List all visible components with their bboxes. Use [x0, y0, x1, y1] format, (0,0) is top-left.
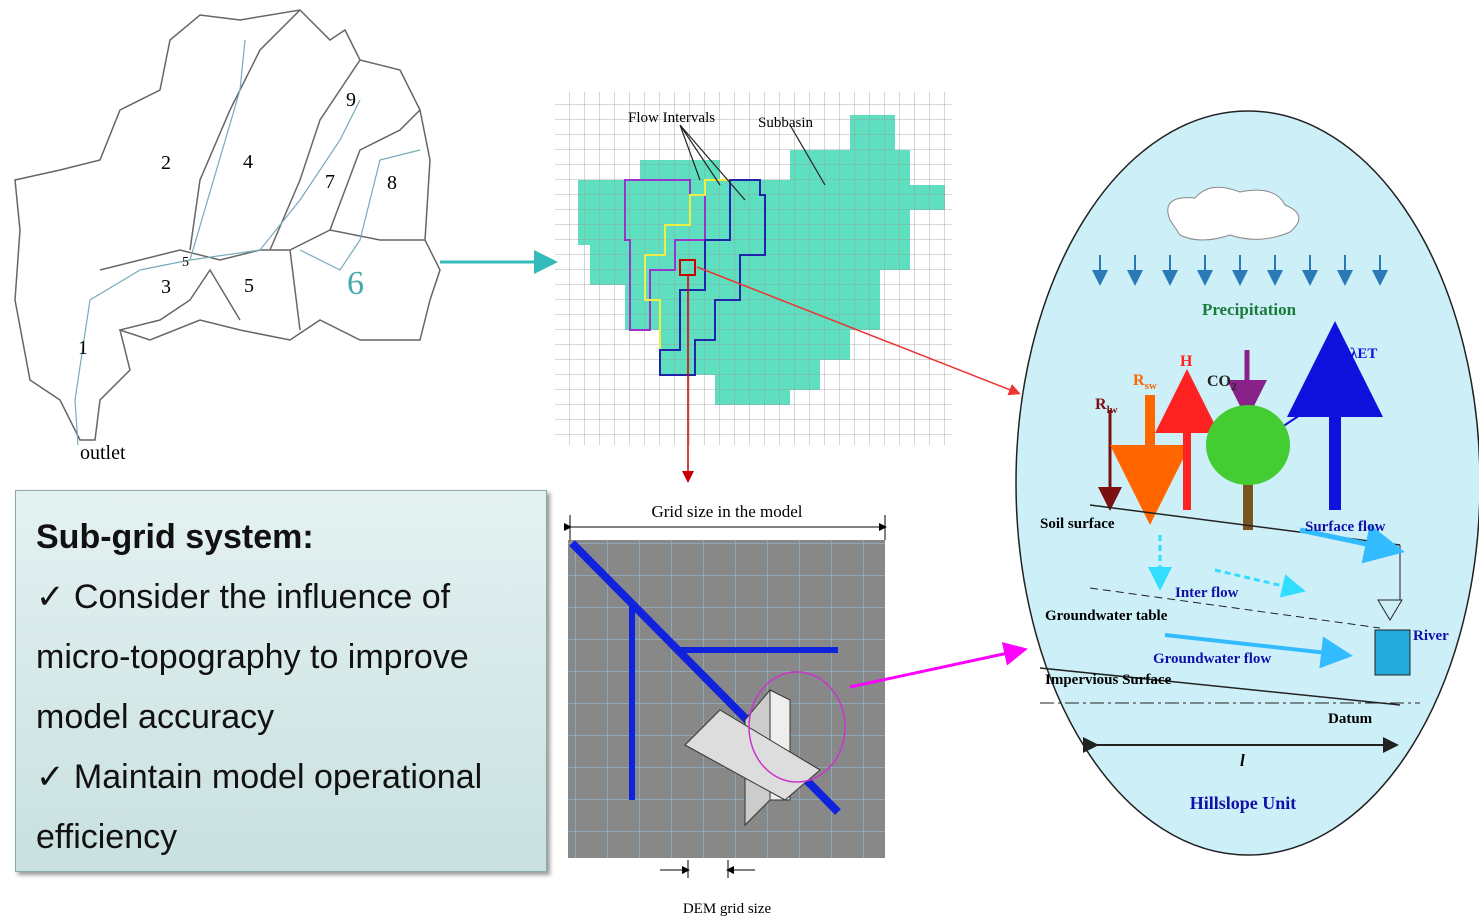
arrow — [849, 642, 1028, 689]
outlet-label: outlet — [80, 442, 126, 464]
arrow — [696, 266, 1021, 396]
rlw-label: Rlw — [1095, 396, 1118, 416]
dem-grid-label: DEM grid size — [683, 901, 772, 917]
rlw-sub: lw — [1107, 404, 1118, 416]
subbasin-name-label: Subbasin — [758, 115, 814, 131]
inter-flow-label: Inter flow — [1175, 585, 1239, 601]
box-title: Sub-grid system: — [36, 518, 314, 556]
hillslope: Precipitation Rlw Rsw H CO2 λET Soil sur… — [1015, 110, 1479, 856]
box-item: ✓ Maintain model operational efficiency — [36, 758, 483, 856]
grid-map: Flow Intervals Subbasin — [555, 92, 952, 445]
datum-label: Datum — [1328, 711, 1373, 727]
rsw-base: R — [1133, 372, 1145, 389]
co2-base: CO — [1207, 373, 1231, 390]
subbasin-label: 3 — [161, 276, 171, 298]
watershed-labels: 9 2 4 7 8 5 3 5 6 1 outlet — [78, 89, 397, 464]
h-label: H — [1180, 353, 1193, 370]
subbasin-label: 6 — [347, 265, 364, 302]
text-box: Sub-grid system: ✓ Consider the influenc… — [15, 490, 547, 872]
subbasin-label: 1 — [78, 337, 88, 359]
grid-size-label: Grid size in the model — [651, 502, 802, 521]
subbasin-label: 8 — [387, 172, 397, 194]
surface-flow-label: Surface flow — [1305, 519, 1386, 535]
subbasin-label: 5 — [182, 255, 189, 270]
watershed-map — [14, 9, 441, 441]
impervious-label: Impervious Surface — [1045, 672, 1172, 688]
river-label: River — [1413, 628, 1449, 644]
subbasin-label: 2 — [161, 152, 171, 174]
subbasin-label: 5 — [244, 275, 254, 297]
length-label: l — [1240, 751, 1245, 770]
soil-surface-label: Soil surface — [1040, 516, 1115, 532]
box-item: ✓ Consider the influence of micro-topogr… — [36, 578, 469, 736]
flow-intervals-label: Flow Intervals — [628, 110, 715, 126]
groundwater-table-label: Groundwater table — [1045, 608, 1168, 624]
subbasin-label: 4 — [243, 151, 253, 173]
precipitation-label: Precipitation — [1202, 300, 1297, 319]
rsw-label: Rsw — [1133, 372, 1157, 392]
co2-label: CO2 — [1207, 373, 1237, 393]
rlw-base: R — [1095, 396, 1107, 413]
let-label: λET — [1350, 346, 1377, 362]
groundwater-flow-label: Groundwater flow — [1153, 651, 1271, 667]
subbasin-label: 9 — [346, 89, 356, 111]
subbasin-label: 7 — [325, 171, 335, 193]
hillslope-title: Hillslope Unit — [1190, 793, 1297, 813]
streams — [74, 39, 421, 446]
subgrid: Grid size in the model DEM grid size — [564, 502, 887, 917]
rsw-sub: sw — [1145, 380, 1157, 392]
co2-sub: 2 — [1231, 381, 1237, 393]
